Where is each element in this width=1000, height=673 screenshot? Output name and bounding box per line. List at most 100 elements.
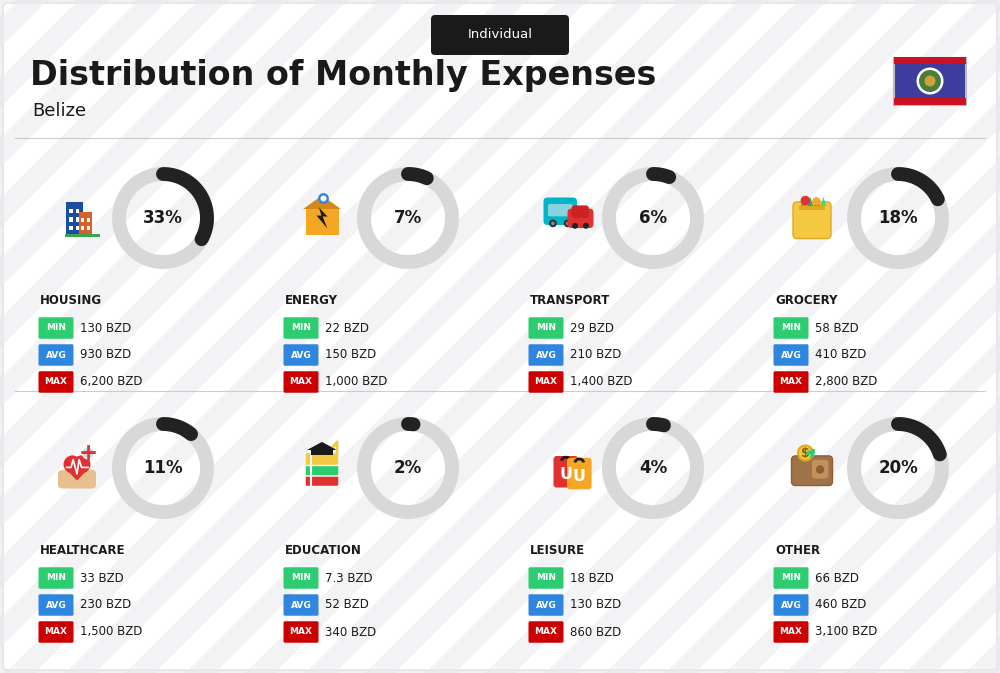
FancyBboxPatch shape (38, 317, 73, 339)
Text: HOUSING: HOUSING (40, 295, 102, 308)
FancyBboxPatch shape (528, 621, 564, 643)
Text: 33%: 33% (143, 209, 183, 227)
Text: MAX: MAX (780, 378, 802, 386)
Text: +: + (79, 441, 98, 464)
Text: U: U (559, 467, 572, 483)
Text: 130 BZD: 130 BZD (570, 598, 621, 612)
Circle shape (583, 223, 589, 229)
Text: 230 BZD: 230 BZD (80, 598, 131, 612)
Text: 2,800 BZD: 2,800 BZD (815, 376, 877, 388)
FancyBboxPatch shape (556, 204, 565, 217)
Text: MAX: MAX (290, 378, 312, 386)
Text: 3,100 BZD: 3,100 BZD (815, 625, 877, 639)
Bar (69, 217, 72, 221)
Bar (76, 209, 79, 213)
Text: OTHER: OTHER (775, 544, 820, 557)
Text: MIN: MIN (46, 324, 66, 332)
Circle shape (572, 223, 578, 229)
Text: MIN: MIN (291, 324, 311, 332)
Circle shape (321, 195, 327, 201)
Text: MIN: MIN (781, 573, 801, 583)
FancyBboxPatch shape (568, 209, 594, 228)
Text: MAX: MAX (534, 627, 558, 637)
Circle shape (72, 456, 90, 473)
Polygon shape (317, 207, 327, 229)
Text: AVG: AVG (46, 351, 66, 359)
Text: 930 BZD: 930 BZD (80, 349, 131, 361)
Circle shape (917, 67, 944, 94)
FancyBboxPatch shape (58, 470, 96, 489)
Text: 1,000 BZD: 1,000 BZD (325, 376, 387, 388)
FancyBboxPatch shape (305, 452, 339, 466)
FancyBboxPatch shape (774, 345, 809, 365)
Bar (799, 206, 825, 209)
FancyBboxPatch shape (528, 594, 564, 616)
Bar (76, 217, 79, 221)
FancyBboxPatch shape (284, 594, 318, 616)
FancyBboxPatch shape (38, 621, 73, 643)
Bar (69, 209, 72, 213)
FancyBboxPatch shape (791, 456, 832, 485)
Text: AVG: AVG (536, 351, 556, 359)
Circle shape (318, 193, 329, 204)
Polygon shape (814, 197, 820, 206)
Text: 130 BZD: 130 BZD (80, 322, 131, 334)
Bar (306, 209, 338, 234)
Text: 410 BZD: 410 BZD (815, 349, 866, 361)
Bar (81, 226, 84, 230)
Circle shape (549, 219, 557, 227)
FancyBboxPatch shape (774, 371, 809, 393)
FancyBboxPatch shape (528, 317, 564, 339)
Text: AVG: AVG (291, 351, 311, 359)
Circle shape (551, 221, 555, 225)
FancyBboxPatch shape (774, 317, 809, 339)
Text: 66 BZD: 66 BZD (815, 571, 859, 584)
FancyBboxPatch shape (528, 567, 564, 589)
Circle shape (919, 70, 941, 92)
Text: LEISURE: LEISURE (530, 544, 585, 557)
FancyBboxPatch shape (38, 594, 73, 616)
Polygon shape (307, 442, 337, 450)
FancyBboxPatch shape (3, 3, 997, 670)
Text: Individual: Individual (468, 28, 532, 42)
Text: 860 BZD: 860 BZD (570, 625, 621, 639)
Text: 1,500 BZD: 1,500 BZD (80, 625, 142, 639)
FancyBboxPatch shape (564, 204, 573, 217)
Bar (87, 226, 90, 230)
Circle shape (564, 219, 571, 227)
FancyBboxPatch shape (567, 458, 592, 489)
Text: MAX: MAX (534, 378, 558, 386)
Polygon shape (64, 466, 90, 481)
Circle shape (82, 446, 95, 460)
Polygon shape (807, 197, 813, 206)
FancyBboxPatch shape (284, 567, 318, 589)
Text: GROCERY: GROCERY (775, 295, 838, 308)
Text: AVG: AVG (781, 600, 801, 610)
Text: 210 BZD: 210 BZD (570, 349, 621, 361)
FancyBboxPatch shape (774, 567, 809, 589)
Text: 2%: 2% (394, 459, 422, 477)
Text: AVG: AVG (536, 600, 556, 610)
FancyBboxPatch shape (528, 371, 564, 393)
Bar (894, 57, 966, 64)
FancyBboxPatch shape (572, 205, 589, 218)
Text: MIN: MIN (781, 324, 801, 332)
Text: EDUCATION: EDUCATION (285, 544, 362, 557)
FancyBboxPatch shape (38, 371, 73, 393)
Text: 58 BZD: 58 BZD (815, 322, 859, 334)
Text: 20%: 20% (878, 459, 918, 477)
Polygon shape (303, 195, 341, 209)
FancyBboxPatch shape (774, 621, 809, 643)
Text: MIN: MIN (46, 573, 66, 583)
FancyBboxPatch shape (284, 345, 318, 365)
Text: MAX: MAX (44, 378, 68, 386)
Text: MIN: MIN (291, 573, 311, 583)
Circle shape (816, 465, 824, 474)
Text: 18 BZD: 18 BZD (570, 571, 614, 584)
Circle shape (925, 75, 936, 87)
Circle shape (83, 448, 94, 458)
Text: U: U (573, 469, 586, 484)
Text: 7.3 BZD: 7.3 BZD (325, 571, 373, 584)
Text: 7%: 7% (394, 209, 422, 227)
Text: 29 BZD: 29 BZD (570, 322, 614, 334)
